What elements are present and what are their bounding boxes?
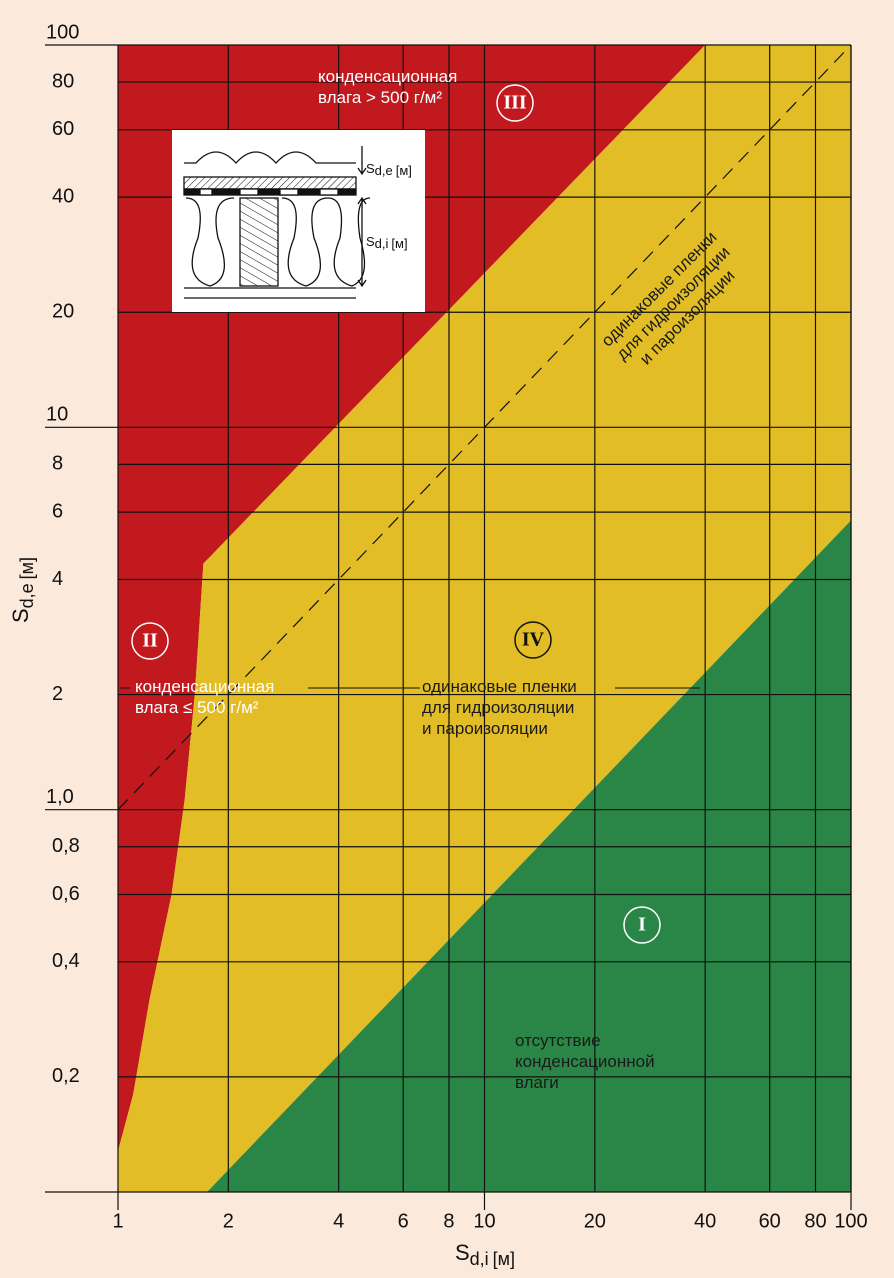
region-text-line: одинаковые пленки xyxy=(422,677,577,696)
region-name: I xyxy=(638,914,646,936)
inset-top-label: Sd,e [м] xyxy=(366,161,412,178)
y-tick-label: 0,8 xyxy=(52,835,80,857)
y-tick-label: 60 xyxy=(52,118,74,140)
y-axis-label: Sd,e[м] xyxy=(8,557,37,623)
y-tick-label: 8 xyxy=(52,453,63,475)
y-tick-label: 4 xyxy=(52,568,63,590)
inset-box xyxy=(172,130,425,312)
x-tick-label: 4 xyxy=(333,1210,344,1232)
x-tick-label: 2 xyxy=(223,1210,234,1232)
x-tick-label: 8 xyxy=(443,1210,454,1232)
region-text-line: конденсационной xyxy=(515,1052,655,1071)
region-name: IV xyxy=(522,629,545,651)
x-tick-label: 1 xyxy=(112,1210,123,1232)
x-tick-label: 10 xyxy=(473,1210,495,1232)
region-text-line: влага > 500 г/м² xyxy=(318,88,442,107)
region-text-line: влага ≤ 500 г/м² xyxy=(135,698,259,717)
x-axis-label: Sd,i [м] xyxy=(455,1240,515,1269)
x-tick-label: 60 xyxy=(759,1210,781,1232)
region-text-line: для гидроизоляции xyxy=(422,698,574,717)
region-badge xyxy=(131,622,169,660)
region-text: одинаковые пленки для гидроизоляции и паро… xyxy=(422,677,577,738)
inset-drawing xyxy=(183,146,371,299)
x-tick-label: 6 xyxy=(398,1210,409,1232)
region-badge xyxy=(496,84,534,122)
y-tick-label: 0,6 xyxy=(52,883,80,905)
y-tick-label: 80 xyxy=(52,70,74,92)
y-tick-label: 1,0 xyxy=(46,786,74,808)
region-text-line: конденсационная xyxy=(318,67,457,86)
y-tick-label: 6 xyxy=(52,500,63,522)
region-name: III xyxy=(503,92,527,114)
region-text: отсутствие конденсационной влаги xyxy=(515,1031,655,1092)
region-text: конденсационная влага > 500 г/м² xyxy=(318,67,457,107)
x-tick-label: 100 xyxy=(834,1210,867,1232)
y-tick-label: 0,4 xyxy=(52,950,80,972)
reference-line xyxy=(117,44,852,811)
y-tick-label: 2 xyxy=(52,683,63,705)
inset-bottom-label: Sd,i [м] xyxy=(366,234,408,251)
y-tick-label: 40 xyxy=(52,185,74,207)
region-text: конденсационная влага ≤ 500 г/м² xyxy=(135,677,274,717)
region-name: II xyxy=(142,630,158,652)
y-tick-label: 100 xyxy=(46,21,79,43)
region-text-line: влаги xyxy=(515,1073,559,1092)
region-text-line: конденсационная xyxy=(135,677,274,696)
y-tick-label: 0,2 xyxy=(52,1065,80,1087)
region-badge xyxy=(514,621,552,659)
inset: Sd,e [м] Sd,i [м] xyxy=(172,130,425,312)
x-tick-label: 20 xyxy=(584,1210,606,1232)
region-text-line: и пароизоляции xyxy=(422,719,548,738)
x-tick-label: 80 xyxy=(804,1210,826,1232)
region xyxy=(118,45,706,1152)
y-tick-label: 10 xyxy=(46,404,68,426)
y-tick-label: 20 xyxy=(52,301,74,323)
region-text-line: отсутствие xyxy=(515,1031,601,1050)
region-badge xyxy=(623,906,661,944)
x-tick-label: 40 xyxy=(694,1210,716,1232)
